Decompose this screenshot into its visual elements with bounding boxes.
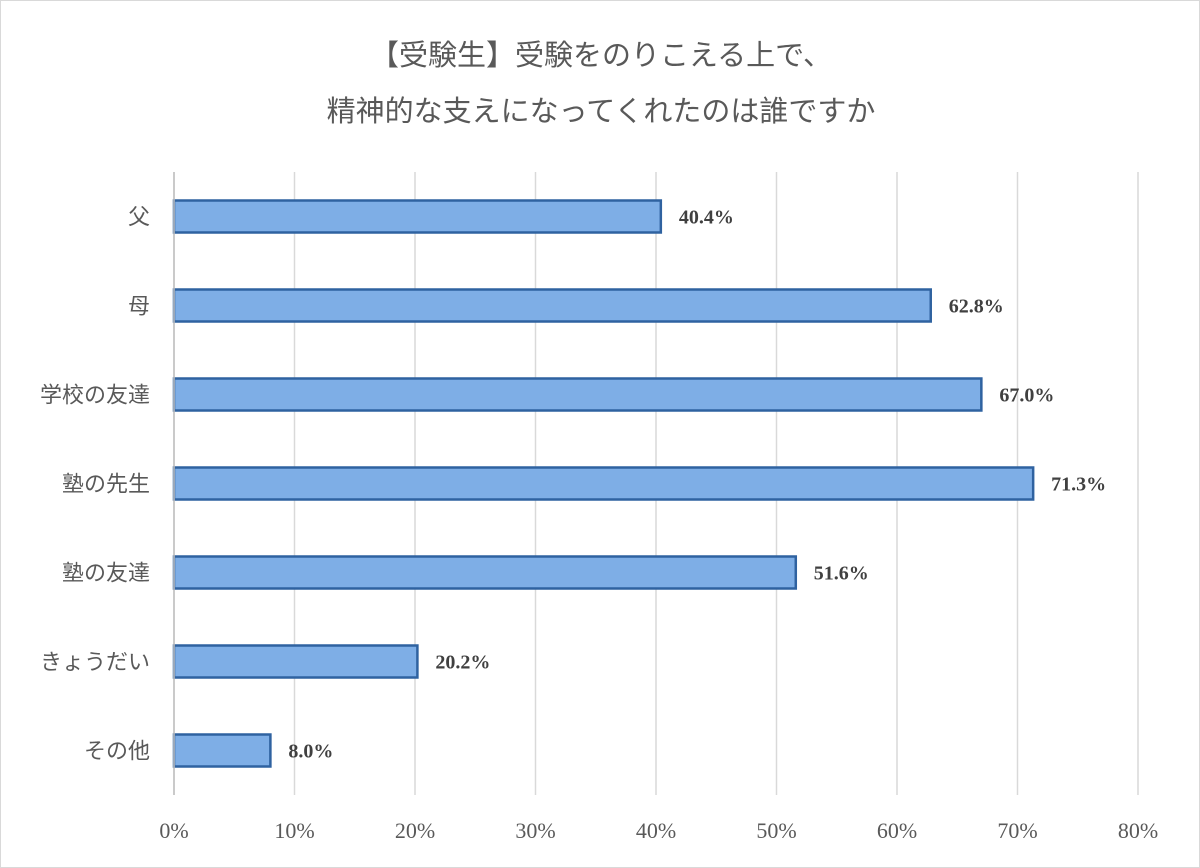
x-tick-label-4: 40% xyxy=(636,818,676,843)
data-label-5: 20.2% xyxy=(435,652,490,674)
bar-4 xyxy=(172,555,798,590)
category-label-0: 父 xyxy=(128,205,150,230)
chart-title-line-2: 精神的な支えになってくれたのは誰ですか xyxy=(326,94,876,128)
data-label-4: 51.6% xyxy=(814,563,869,585)
category-label-4: 塾の友達 xyxy=(62,561,150,586)
x-tick-label-0: 0% xyxy=(159,818,188,843)
x-tick-label-6: 60% xyxy=(877,818,917,843)
bar-5 xyxy=(172,644,419,679)
x-tick-label-8: 80% xyxy=(1118,818,1158,843)
category-label-3: 塾の先生 xyxy=(62,472,150,497)
bar-1 xyxy=(172,288,932,323)
data-label-3: 71.3% xyxy=(1051,474,1106,496)
chart-title-line-1: 【受験生】受験をのりこえる上で、 xyxy=(370,38,832,72)
x-tick-label-5: 50% xyxy=(756,818,796,843)
data-label-6: 8.0% xyxy=(288,741,333,763)
bar-6 xyxy=(172,733,272,768)
category-label-6: その他 xyxy=(84,739,150,764)
category-label-1: 母 xyxy=(128,294,150,319)
bar-2 xyxy=(172,377,983,412)
data-label-2: 67.0% xyxy=(999,385,1054,407)
category-label-5: きょうだい xyxy=(40,650,150,675)
data-label-0: 40.4% xyxy=(679,207,734,229)
x-tick-label-7: 70% xyxy=(997,818,1037,843)
x-tick-label-3: 30% xyxy=(515,818,555,843)
bar-3 xyxy=(172,466,1035,501)
bar-0 xyxy=(172,199,663,234)
chart-title: 【受験生】受験をのりこえる上で、 精神的な支えになってくれたのは誰ですか xyxy=(1,27,1200,139)
x-tick-label-1: 10% xyxy=(274,818,314,843)
data-label-1: 62.8% xyxy=(949,296,1004,318)
category-label-2: 学校の友達 xyxy=(40,383,150,408)
x-tick-label-2: 20% xyxy=(395,818,435,843)
